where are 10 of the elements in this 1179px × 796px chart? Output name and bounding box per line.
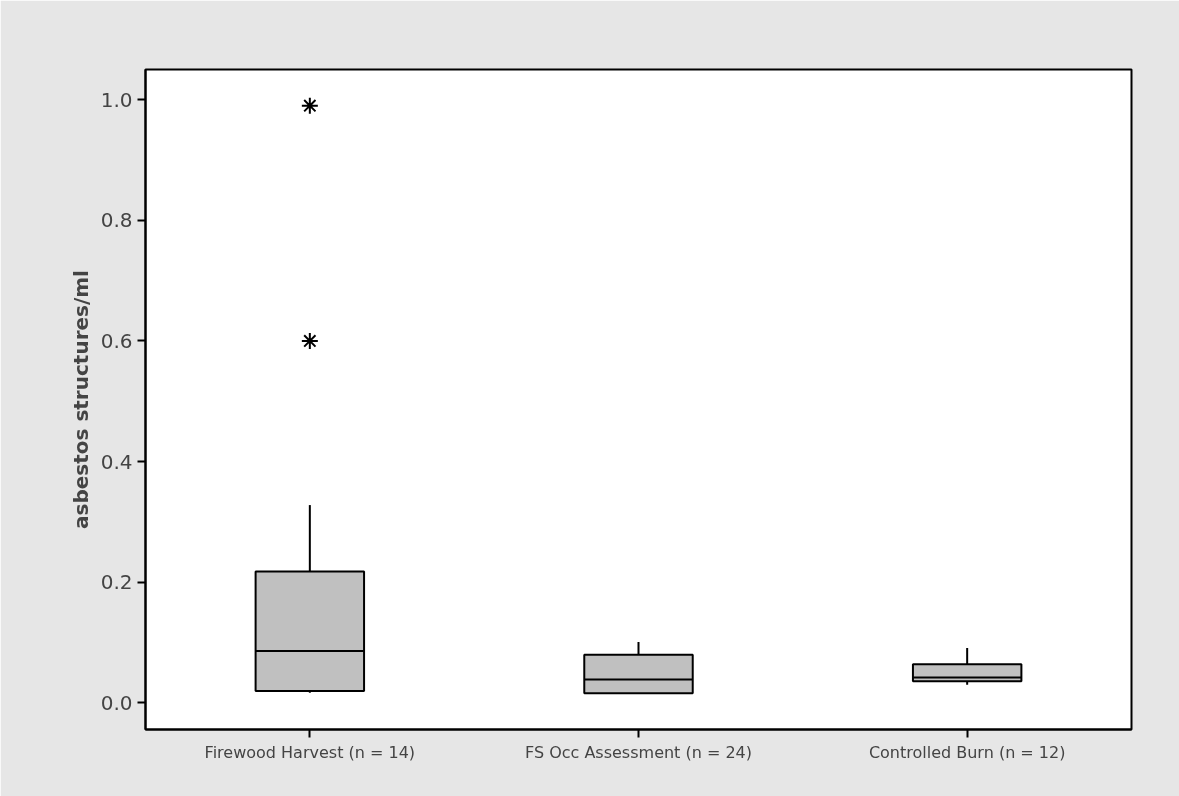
y-tick-label: 0.6: [100, 328, 133, 353]
x-tick-label: Firewood Harvest (n = 14): [204, 742, 416, 762]
x-tick-label: Controlled Burn (n = 12): [868, 742, 1066, 762]
y-axis-title: asbestos structures/ml: [68, 270, 93, 529]
y-tick-label: 0.2: [100, 570, 133, 595]
x-tick-label: FS Occ Assessment (n = 24): [524, 742, 753, 762]
y-tick-label: 0.8: [100, 208, 133, 233]
y-tick-label: 1.0: [100, 87, 133, 112]
y-tick-label: 0.4: [100, 449, 133, 474]
y-tick-label: 0.0: [100, 690, 133, 715]
